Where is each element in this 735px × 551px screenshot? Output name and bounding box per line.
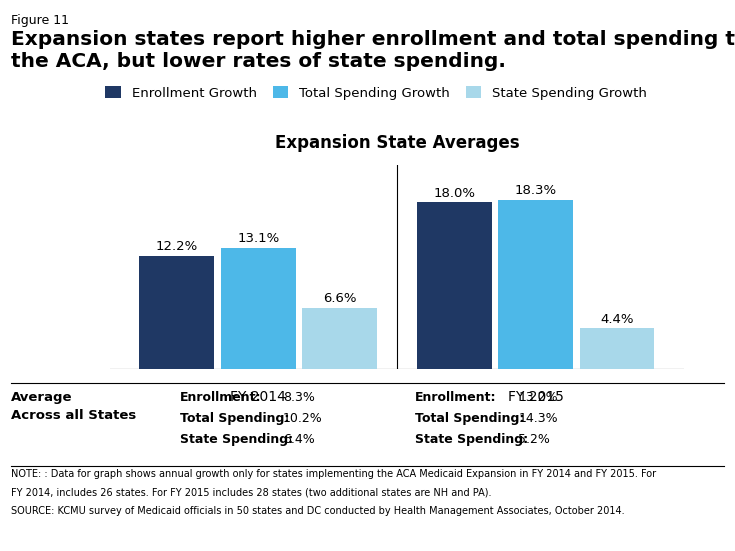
Text: 6.6%: 6.6% bbox=[323, 292, 356, 305]
Text: Total Spending:: Total Spending: bbox=[180, 412, 290, 425]
Text: 8.3%: 8.3% bbox=[283, 391, 315, 404]
Text: 13.1%: 13.1% bbox=[237, 232, 279, 245]
Text: Total Spending:: Total Spending: bbox=[415, 412, 525, 425]
Text: 12.2%: 12.2% bbox=[156, 240, 198, 253]
Text: NOTE: : Data for graph shows annual growth only for states implementing the ACA : NOTE: : Data for graph shows annual grow… bbox=[11, 469, 656, 479]
Text: Expansion states report higher enrollment and total spending tied to: Expansion states report higher enrollmen… bbox=[11, 30, 735, 49]
Text: 5.2%: 5.2% bbox=[518, 433, 550, 446]
Text: SOURCE: KCMU survey of Medicaid officials in 50 states and DC conducted by Healt: SOURCE: KCMU survey of Medicaid official… bbox=[11, 506, 625, 516]
Bar bbox=[302, 308, 377, 369]
Text: Across all States: Across all States bbox=[11, 409, 136, 422]
Text: FAMILY: FAMILY bbox=[648, 509, 703, 522]
Text: 14.3%: 14.3% bbox=[518, 412, 558, 425]
Text: State Spending:: State Spending: bbox=[180, 433, 293, 446]
Text: Enrollment:: Enrollment: bbox=[415, 391, 497, 404]
Bar bbox=[498, 199, 573, 369]
Text: FY 2015: FY 2015 bbox=[508, 390, 564, 403]
Bar bbox=[220, 248, 295, 369]
Text: FOUNDATION: FOUNDATION bbox=[645, 525, 706, 533]
Text: State Spending:: State Spending: bbox=[415, 433, 528, 446]
Text: FY 2014: FY 2014 bbox=[230, 390, 286, 403]
Text: 6.4%: 6.4% bbox=[283, 433, 315, 446]
Text: 18.3%: 18.3% bbox=[514, 184, 556, 197]
Text: 4.4%: 4.4% bbox=[600, 312, 634, 326]
Bar bbox=[579, 328, 654, 369]
Text: the ACA, but lower rates of state spending.: the ACA, but lower rates of state spendi… bbox=[11, 52, 506, 71]
Text: 10.2%: 10.2% bbox=[283, 412, 323, 425]
Text: KAISER: KAISER bbox=[647, 494, 704, 508]
Text: 13.2%: 13.2% bbox=[518, 391, 558, 404]
Text: Expansion State Averages: Expansion State Averages bbox=[275, 133, 519, 152]
Text: Enrollment:: Enrollment: bbox=[180, 391, 262, 404]
Text: 18.0%: 18.0% bbox=[433, 187, 476, 199]
Bar bbox=[140, 256, 215, 369]
Text: THE HENRY J.: THE HENRY J. bbox=[652, 485, 699, 490]
Text: Figure 11: Figure 11 bbox=[11, 14, 69, 27]
Text: Average: Average bbox=[11, 391, 73, 404]
Bar bbox=[417, 202, 492, 369]
Legend: Enrollment Growth, Total Spending Growth, State Spending Growth: Enrollment Growth, Total Spending Growth… bbox=[105, 87, 647, 100]
Text: FY 2014, includes 26 states. For FY 2015 includes 28 states (two additional stat: FY 2014, includes 26 states. For FY 2015… bbox=[11, 488, 492, 498]
